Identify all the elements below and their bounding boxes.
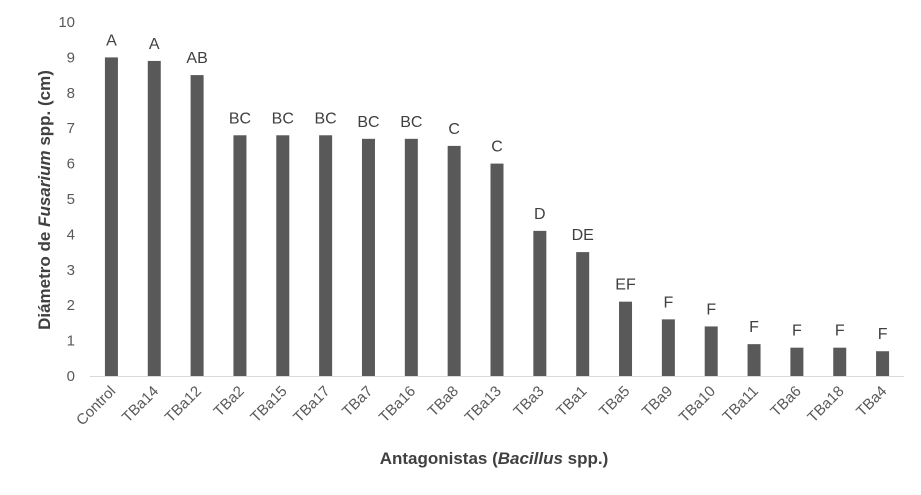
y-tick-label: 8 xyxy=(67,85,75,102)
y-tick-label: 4 xyxy=(67,226,75,243)
data-label: F xyxy=(663,294,673,311)
data-label: F xyxy=(878,326,888,343)
x-tick-label: TBa14 xyxy=(119,383,162,426)
data-label: A xyxy=(149,36,160,53)
bar xyxy=(190,75,204,376)
data-label: BC xyxy=(272,110,294,127)
y-tick-label: 6 xyxy=(67,156,75,173)
y-tick-label: 1 xyxy=(67,333,75,350)
bar xyxy=(319,135,333,376)
data-label: BC xyxy=(315,110,337,127)
data-label: A xyxy=(106,32,117,49)
bar xyxy=(147,60,161,376)
x-tick-label: TBa1 xyxy=(553,383,590,420)
bar xyxy=(661,319,675,376)
bar xyxy=(533,230,547,376)
x-tick-label: TBa13 xyxy=(462,383,505,426)
bar xyxy=(704,326,718,376)
x-tick-label: TBa4 xyxy=(853,383,890,420)
data-label: F xyxy=(749,319,759,336)
data-label: AB xyxy=(186,50,207,67)
bar xyxy=(104,57,118,377)
x-tick-label: TBa6 xyxy=(767,383,804,420)
data-label: C xyxy=(448,121,460,138)
data-label: BC xyxy=(229,110,251,127)
data-labels: A A AB BC BC BC BC BC C C D DE EF F F F F F F xyxy=(106,32,888,343)
y-tick-label: 0 xyxy=(67,368,75,385)
bar xyxy=(361,138,375,376)
x-tick-label: TBa15 xyxy=(247,383,290,426)
y-tick-label: 3 xyxy=(67,262,75,279)
bar xyxy=(833,347,847,376)
x-tick-label: TBa17 xyxy=(290,383,333,426)
bar xyxy=(490,163,504,376)
bars xyxy=(104,57,890,377)
bar xyxy=(233,135,247,376)
x-tick-label: TBa9 xyxy=(639,383,676,420)
data-label: C xyxy=(491,139,503,156)
data-label: D xyxy=(534,206,546,223)
x-tick-label: TBa8 xyxy=(425,383,462,420)
y-tick-label: 10 xyxy=(58,14,75,31)
x-tick-label: TBa11 xyxy=(719,383,761,425)
data-label: F xyxy=(792,323,802,340)
x-tick-label: TBa7 xyxy=(339,383,376,420)
bar xyxy=(790,347,804,376)
bar xyxy=(876,351,890,376)
data-label: F xyxy=(835,323,845,340)
bar xyxy=(576,252,590,376)
x-tick-label: TBa12 xyxy=(162,383,205,426)
data-label: DE xyxy=(572,227,594,244)
x-tick-label: TBa5 xyxy=(596,383,633,420)
bar xyxy=(619,301,633,376)
data-label: BC xyxy=(400,114,422,131)
x-tick-label: TBa2 xyxy=(210,383,247,420)
bar xyxy=(447,145,461,376)
x-tick-label: TBa10 xyxy=(676,383,719,426)
data-label: EF xyxy=(615,277,636,294)
x-tick-label: TBa3 xyxy=(510,383,547,420)
y-tick-label: 9 xyxy=(67,49,75,66)
x-tick-label: TBa18 xyxy=(804,383,847,426)
y-tick-label: 5 xyxy=(67,191,75,208)
bar xyxy=(747,344,761,376)
data-label: F xyxy=(706,301,716,318)
y-axis-title: Diámetro de Fusarium spp. (cm) xyxy=(35,70,54,330)
x-tick-label: Control xyxy=(73,383,119,429)
data-label: BC xyxy=(357,114,379,131)
bar xyxy=(404,138,418,376)
x-axis-ticks: Control TBa14 TBa12 TBa2 TBa15 TBa17 TBa7 TBa16… xyxy=(73,383,890,429)
y-axis-ticks: 0 1 2 3 4 5 6 7 8 9 10 xyxy=(58,14,75,385)
bar xyxy=(276,135,290,376)
x-tick-label: TBa16 xyxy=(376,383,419,426)
x-axis-title: Antagonistas (Bacillus spp.) xyxy=(380,449,609,468)
y-tick-label: 7 xyxy=(67,120,75,137)
y-tick-label: 2 xyxy=(67,297,75,314)
